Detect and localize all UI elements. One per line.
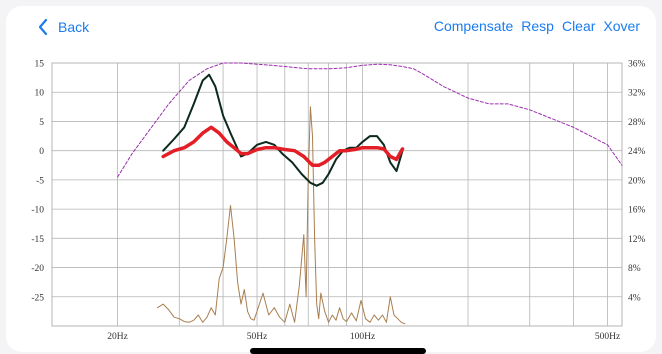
- y-tick-label: 15: [35, 60, 45, 70]
- y-axis-labels: 15 10 5 0 -5 -10 -15 -20 -25: [31, 60, 44, 304]
- x-tick-label: 20Hz: [107, 332, 128, 342]
- x-tick-label: 500Hz: [595, 332, 620, 342]
- y2-axis-labels: 36% 32% 28% 24% 20% 16% 12% 8% 4%: [628, 60, 646, 304]
- chart-series: [117, 62, 623, 325]
- nav-bar: Back Compensate Resp Clear Xover: [0, 0, 662, 40]
- home-indicator: [250, 348, 426, 354]
- x-axis-labels: 20Hz 50Hz 100Hz 500Hz: [107, 332, 620, 342]
- y2-tick-label: 28%: [628, 118, 646, 128]
- chart-grid: [51, 62, 623, 327]
- y-tick-label: 0: [39, 147, 44, 157]
- compensate-button[interactable]: Compensate: [433, 18, 514, 34]
- response-series-line: [162, 73, 404, 187]
- resp-button[interactable]: Resp: [521, 18, 554, 34]
- y-tick-label: -5: [36, 176, 44, 186]
- target-series-line: [117, 62, 623, 178]
- y2-tick-label: 24%: [628, 147, 646, 157]
- nav-actions: Compensate Resp Clear Xover: [434, 18, 640, 34]
- y-tick-label: -10: [31, 206, 44, 216]
- back-label: Back: [58, 19, 90, 35]
- y2-tick-label: 20%: [628, 176, 646, 186]
- y2-tick-label: 12%: [628, 235, 646, 245]
- y2-tick-label: 16%: [628, 206, 646, 216]
- y-tick-label: 10: [35, 89, 45, 99]
- spectrum-series-line: [157, 106, 406, 325]
- back-button[interactable]: Back: [38, 15, 89, 39]
- xover-button[interactable]: Xover: [603, 18, 640, 34]
- y2-tick-label: 4%: [628, 293, 641, 303]
- compensated-series-line: [161, 125, 405, 168]
- chevron-left-icon: [38, 19, 48, 35]
- plot-frame: [51, 62, 623, 327]
- y-tick-label: -15: [31, 235, 44, 245]
- chart-card: [6, 6, 656, 352]
- y-tick-label: 5: [39, 118, 44, 128]
- y2-tick-label: 36%: [628, 60, 646, 70]
- x-tick-label: 50Hz: [247, 332, 268, 342]
- y-tick-label: -25: [31, 293, 44, 303]
- y2-tick-label: 8%: [628, 264, 641, 274]
- y-tick-label: -20: [31, 264, 44, 274]
- y2-tick-label: 32%: [628, 89, 646, 99]
- x-tick-label: 100Hz: [350, 332, 375, 342]
- clear-button[interactable]: Clear: [561, 18, 596, 34]
